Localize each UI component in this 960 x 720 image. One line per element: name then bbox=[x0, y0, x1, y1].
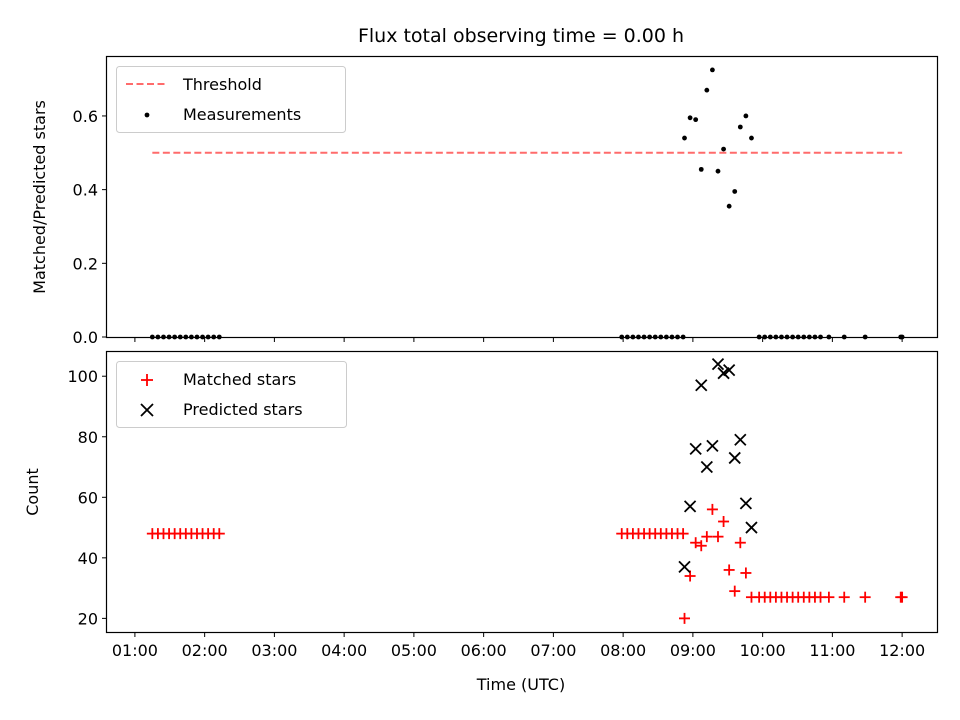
matched-legend-label: Matched stars bbox=[183, 370, 296, 389]
matched-star-point bbox=[706, 503, 718, 515]
bottom-y-tick-label: 40 bbox=[78, 549, 98, 568]
bottom-y-ticks: 20 40 60 80 100 bbox=[67, 367, 107, 628]
matched-star-point bbox=[718, 516, 730, 528]
x-tick-label: 07:00 bbox=[530, 641, 576, 660]
top-y-ticks: 0.0 0.2 0.4 0.6 bbox=[73, 107, 107, 347]
x-tick-label: 12:00 bbox=[879, 641, 925, 660]
top-legend-box bbox=[116, 66, 346, 133]
matched-star-point bbox=[859, 591, 871, 603]
measurement-point bbox=[710, 67, 715, 73]
measurement-point bbox=[698, 166, 704, 172]
x-tick-label: 04:00 bbox=[321, 641, 367, 660]
measurement-point bbox=[715, 168, 721, 174]
count-points bbox=[146, 357, 908, 624]
bottom-x-ticks: 01:00 02:00 03:00 04:00 05:00 06:00 07:00 08:00… bbox=[112, 632, 925, 660]
top-y-tick-label: 0.0 bbox=[73, 328, 98, 347]
x-tick-label: 08:00 bbox=[600, 641, 646, 660]
predicted-star-point bbox=[739, 497, 753, 510]
chart-title: Flux total observing time = 0.00 h bbox=[358, 25, 684, 47]
predicted-legend-swatch bbox=[140, 403, 154, 417]
measurements-legend-swatch bbox=[144, 112, 150, 118]
measurement-point bbox=[721, 146, 726, 152]
predicted-star-point bbox=[695, 379, 708, 392]
bottom-y-tick-label: 60 bbox=[78, 488, 98, 507]
measurement-point bbox=[687, 115, 693, 121]
predicted-star-point bbox=[728, 451, 741, 465]
measurement-point bbox=[704, 87, 710, 93]
bottom-y-tick-label: 80 bbox=[78, 428, 98, 447]
top-legend: Threshold Measurements bbox=[116, 66, 346, 133]
predicted-star-point bbox=[711, 357, 725, 371]
measurement-point bbox=[749, 135, 754, 141]
matched-star-point bbox=[690, 537, 702, 549]
predicted-star-point bbox=[723, 364, 736, 377]
x-tick-label: 03:00 bbox=[251, 641, 297, 660]
predicted-star-point bbox=[700, 460, 713, 474]
matched-star-point bbox=[712, 531, 724, 543]
bottom-legend: Matched stars Predicted stars bbox=[116, 361, 347, 428]
predicted-star-point bbox=[689, 442, 702, 456]
top-panel: 0.0 0.2 0.4 0.6 Matched/Predicted stars Thr… bbox=[30, 55, 939, 347]
matched-star-point bbox=[838, 591, 850, 603]
predicted-star-point bbox=[734, 433, 747, 446]
measurement-point bbox=[743, 113, 749, 119]
x-tick-label: 01:00 bbox=[112, 641, 158, 660]
bottom-y-tick-label: 20 bbox=[78, 609, 98, 628]
bottom-y-axis-label: Count bbox=[23, 468, 42, 516]
top-y-axis-label: Matched/Predicted stars bbox=[30, 100, 49, 294]
measurement-point bbox=[726, 203, 732, 209]
matched-star-point bbox=[679, 612, 691, 624]
matched-star-point bbox=[740, 567, 752, 579]
measurement-point bbox=[732, 189, 738, 194]
matched-legend-swatch bbox=[141, 374, 153, 386]
top-x-ticks bbox=[134, 337, 903, 342]
measurements-legend-label: Measurements bbox=[183, 105, 301, 124]
x-axis-label: Time (UTC) bbox=[476, 675, 565, 694]
top-axes-frame bbox=[105, 55, 939, 339]
matched-star-point bbox=[213, 528, 225, 540]
matched-star-point bbox=[729, 585, 741, 597]
x-tick-label: 06:00 bbox=[461, 641, 507, 660]
x-tick-label: 10:00 bbox=[740, 641, 786, 660]
matched-star-point bbox=[723, 564, 735, 576]
bottom-axes-frame bbox=[105, 350, 939, 634]
x-tick-label: 05:00 bbox=[391, 641, 437, 660]
predicted-star-point bbox=[717, 367, 730, 380]
predicted-legend-label: Predicted stars bbox=[183, 400, 303, 419]
top-y-tick-label: 0.6 bbox=[73, 107, 98, 126]
matched-star-point bbox=[677, 528, 689, 540]
predicted-star-point bbox=[706, 439, 719, 452]
predicted-star-point bbox=[678, 560, 691, 574]
threshold-legend-label: Threshold bbox=[182, 75, 262, 94]
x-tick-label: 09:00 bbox=[670, 641, 716, 660]
measurement-point bbox=[693, 117, 699, 123]
x-tick-label: 02:00 bbox=[182, 641, 228, 660]
bottom-legend-box bbox=[116, 361, 347, 428]
predicted-star-point bbox=[683, 500, 697, 513]
matched-star-point bbox=[701, 531, 713, 543]
measurement-point bbox=[682, 135, 687, 141]
top-y-tick-label: 0.2 bbox=[73, 254, 98, 273]
measurement-point bbox=[737, 124, 743, 130]
matched-star-point bbox=[695, 540, 707, 552]
bottom-panel: 20 40 60 80 100 01:00 02:00 03:00 04:00 05:00 06:… bbox=[23, 350, 939, 694]
bottom-y-tick-label: 100 bbox=[67, 367, 98, 386]
top-y-tick-label: 0.4 bbox=[73, 181, 98, 200]
matched-star-point bbox=[896, 591, 908, 603]
matched-star-point bbox=[823, 591, 835, 603]
x-tick-label: 11:00 bbox=[809, 641, 855, 660]
predicted-star-point bbox=[745, 521, 758, 534]
matched-star-point bbox=[734, 537, 746, 549]
